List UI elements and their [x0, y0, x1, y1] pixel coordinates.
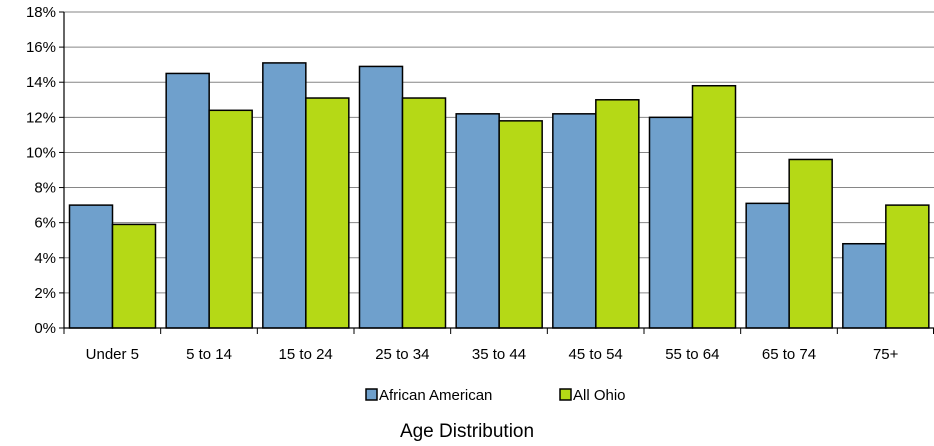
- axes: [63, 12, 934, 329]
- bar-african-american: [552, 113, 597, 329]
- x-tick-label: 15 to 24: [279, 346, 333, 363]
- bar-african-american: [68, 204, 114, 329]
- x-tick-label: 75+: [873, 346, 899, 363]
- y-tick-label: 0%: [34, 320, 56, 337]
- y-tick-label: 6%: [34, 215, 56, 232]
- bar-african-american: [648, 116, 694, 329]
- bar-african-american: [745, 202, 790, 329]
- bar-all-ohio: [208, 109, 253, 329]
- y-tick-label: 14%: [26, 74, 56, 91]
- y-tick-label: 4%: [34, 250, 56, 267]
- bar-african-american: [358, 65, 404, 329]
- bar-african-american: [165, 72, 210, 329]
- legend-label-all-ohio: All Ohio: [573, 387, 626, 404]
- chart-title: Age Distribution: [400, 421, 534, 442]
- y-tick-label: 18%: [26, 4, 56, 21]
- bar-african-american: [455, 113, 500, 329]
- x-tick-label: 25 to 34: [375, 346, 429, 363]
- bar-all-ohio: [498, 120, 543, 329]
- y-tick-label: 8%: [34, 180, 56, 197]
- y-tick-label: 16%: [26, 39, 56, 56]
- y-axis-ticks: 0% 2% 4% 6% 8% 10% 12% 14% 16% 18%: [26, 4, 64, 337]
- y-tick-label: 12%: [26, 109, 56, 126]
- legend: African American All Ohio: [365, 387, 626, 404]
- bar-african-american: [842, 242, 887, 329]
- bars: [68, 62, 930, 329]
- x-axis-ticks: Under 5 5 to 14 15 to 24 25 to 34 35 to 44 45…: [63, 328, 934, 363]
- x-tick-label: 45 to 54: [569, 346, 623, 363]
- bar-all-ohio: [401, 97, 447, 329]
- bar-all-ohio: [691, 84, 737, 329]
- x-tick-label: 65 to 74: [762, 346, 816, 363]
- x-tick-label: Under 5: [86, 346, 139, 363]
- bar-all-ohio: [305, 97, 350, 329]
- bar-african-american: [262, 62, 307, 329]
- x-tick-label: 35 to 44: [472, 346, 526, 363]
- y-tick-label: 2%: [34, 285, 56, 302]
- bar-all-ohio: [788, 158, 833, 329]
- bar-all-ohio: [595, 99, 640, 329]
- bar-all-ohio: [111, 223, 157, 329]
- y-tick-label: 10%: [26, 144, 56, 161]
- x-tick-label: 55 to 64: [665, 346, 719, 363]
- bar-all-ohio: [885, 204, 930, 329]
- legend-swatch-african-american: [365, 388, 378, 401]
- legend-label-african-american: African American: [379, 387, 492, 404]
- x-tick-label: 5 to 14: [186, 346, 232, 363]
- legend-swatch-all-ohio: [559, 388, 572, 401]
